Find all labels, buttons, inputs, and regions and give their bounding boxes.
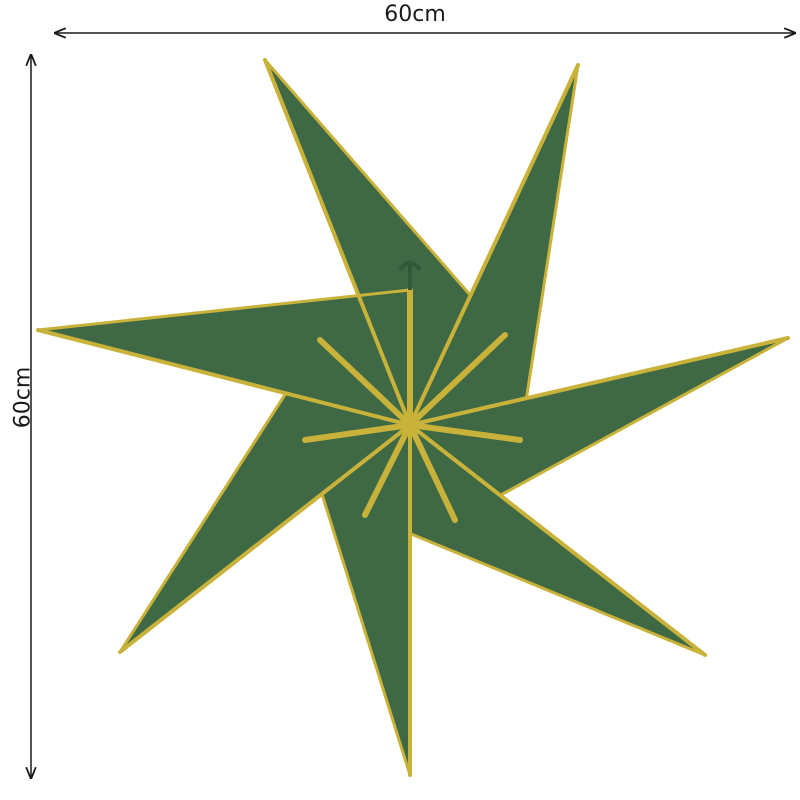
star-valley-glitter xyxy=(407,422,458,523)
star-point-face xyxy=(36,288,412,427)
star-ridge-glitter xyxy=(408,63,580,427)
star-lantern xyxy=(36,58,790,777)
star-ridge-glitter xyxy=(408,336,790,427)
star-valley-glitter xyxy=(407,332,508,428)
width-label: 60cm xyxy=(384,2,446,27)
star-valley-glitter xyxy=(302,422,413,443)
star-valley-glitter xyxy=(407,422,523,443)
star-ridge-glitter xyxy=(263,58,412,427)
height-label: 60cm xyxy=(10,366,36,429)
star-ridge-glitter xyxy=(36,328,412,427)
star-valley-glitter xyxy=(362,422,413,518)
star-ridge-glitter xyxy=(118,423,412,654)
star-valley-glitter xyxy=(317,337,413,428)
star-ridge-glitter xyxy=(408,423,707,657)
hook-icon xyxy=(398,260,422,290)
